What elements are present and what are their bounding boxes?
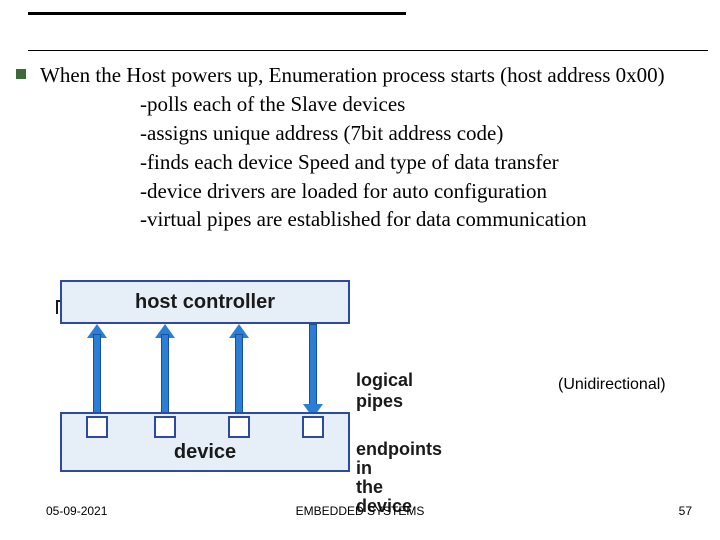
host-controller-label: host controller <box>135 291 275 314</box>
logical-pipe <box>159 324 171 418</box>
callout-line <box>56 302 58 314</box>
pipe-shaft <box>309 324 317 406</box>
sub-bullet: -polls each of the Slave devices <box>140 91 712 118</box>
logical-pipe <box>307 324 319 418</box>
title-accent-bar <box>28 12 406 15</box>
square-bullet-icon <box>16 69 26 79</box>
unidirectional-annotation: (Unidirectional) <box>558 376 666 394</box>
host-controller-box: host controller <box>60 280 350 324</box>
pipe-shaft <box>93 334 101 416</box>
sub-bullet: -virtual pipes are established for data … <box>140 206 712 233</box>
pipe-shaft <box>235 334 243 416</box>
body-content: When the Host powers up, Enumeration pro… <box>16 62 712 235</box>
footer-page-number: 57 <box>679 504 692 518</box>
pipe-shaft <box>161 334 169 416</box>
slide-footer: 05-09-2021 EMBEDDED SYSTEMS 57 <box>0 504 720 522</box>
logical-pipes-label: logical pipes <box>356 370 436 412</box>
bullet-item: When the Host powers up, Enumeration pro… <box>16 62 712 89</box>
endpoint-box <box>302 416 324 438</box>
sub-bullet: -device drivers are loaded for auto conf… <box>140 178 712 205</box>
sub-bullet-list: -polls each of the Slave devices -assign… <box>140 91 712 233</box>
bullet-intro-text: When the Host powers up, Enumeration pro… <box>40 62 665 89</box>
endpoint-box <box>86 416 108 438</box>
sub-bullet: -finds each device Speed and type of dat… <box>140 149 712 176</box>
slide: When the Host powers up, Enumeration pro… <box>0 0 720 540</box>
endpoint-box <box>228 416 250 438</box>
horizontal-rule <box>28 50 708 51</box>
endpoint-box <box>154 416 176 438</box>
logical-pipe <box>233 324 245 418</box>
endpoints-label-l1: endpoints in <box>356 439 442 478</box>
logical-pipe <box>91 324 103 418</box>
sub-bullet: -assigns unique address (7bit address co… <box>140 120 712 147</box>
usb-diagram: host controller device logical pipes end… <box>56 276 436 486</box>
device-label: device <box>56 441 354 464</box>
footer-title: EMBEDDED SYSTEMS <box>0 504 720 518</box>
